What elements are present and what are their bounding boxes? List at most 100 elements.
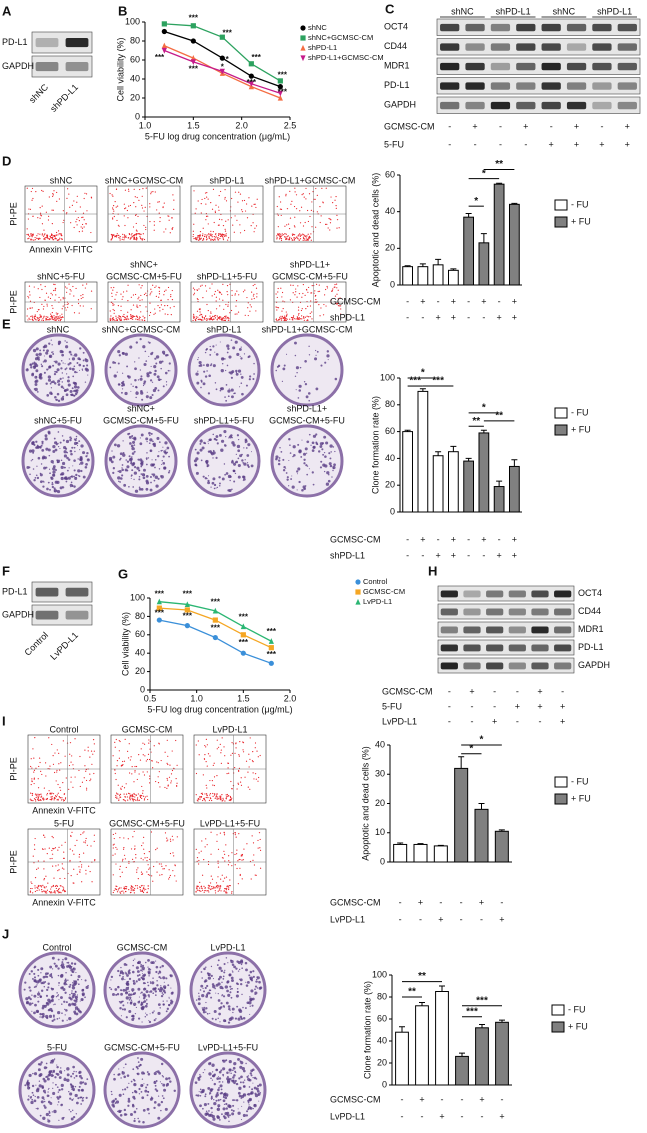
flow-event (298, 318, 300, 320)
flow-event (254, 203, 256, 205)
colony (212, 457, 214, 459)
blot-band (541, 101, 561, 110)
flow-event (69, 753, 71, 755)
significance: ** (495, 159, 503, 170)
colony (206, 348, 209, 351)
flow-event (235, 300, 238, 302)
colony (134, 361, 136, 363)
flow-event (32, 319, 34, 322)
condition-sign: - (550, 121, 553, 131)
colony (143, 380, 147, 383)
colony (207, 475, 210, 477)
flow-event (30, 783, 32, 786)
flow-event (231, 892, 233, 894)
flow-event (148, 742, 150, 744)
flow-event (55, 287, 57, 289)
flow-event (110, 233, 112, 236)
panel-label: I (2, 713, 6, 728)
flow-event (51, 743, 53, 746)
flow-event (139, 759, 142, 761)
flow-event (138, 886, 141, 888)
colony (132, 1095, 136, 1099)
panel-title: shPD-L1+5-FU (194, 415, 254, 425)
colony (65, 367, 68, 369)
flow-event (117, 889, 119, 891)
colony (51, 998, 54, 1001)
colony (242, 1006, 244, 1009)
flow-event (316, 211, 318, 213)
colony (55, 996, 58, 998)
flow-event (205, 203, 207, 205)
flow-event (56, 794, 58, 796)
colony (72, 1115, 76, 1119)
colony (74, 382, 77, 385)
colony (238, 1086, 242, 1090)
flow-event (215, 882, 218, 884)
flow-event (295, 291, 297, 293)
flow-event (301, 234, 303, 236)
colony (47, 1088, 49, 1090)
colony (65, 480, 68, 483)
flow-event (231, 788, 233, 790)
flow-event (336, 214, 338, 216)
flow-event (76, 195, 78, 197)
colony (222, 995, 226, 998)
flow-event (223, 746, 225, 748)
colony (57, 431, 60, 433)
flow-event (135, 765, 138, 768)
colony (255, 978, 258, 981)
flow-event (78, 312, 80, 314)
colony (140, 1090, 143, 1093)
y-tick-label: 30 (375, 769, 385, 779)
flow-event (38, 885, 40, 888)
flow-event (293, 205, 296, 208)
flow-event (201, 234, 204, 237)
colony (74, 353, 78, 357)
colony (162, 462, 166, 465)
flow-event (41, 205, 43, 207)
flow-event (326, 223, 328, 225)
flow-event (34, 876, 37, 879)
flow-event (149, 867, 151, 869)
colony (295, 389, 297, 391)
colony (256, 1089, 260, 1093)
flow-event (157, 762, 159, 764)
colony (42, 1089, 46, 1093)
colony (139, 377, 143, 381)
flow-event (43, 868, 45, 870)
colony (306, 465, 309, 467)
colony (114, 1102, 117, 1104)
flow-event (301, 318, 303, 320)
flow-event (236, 313, 238, 315)
colony (238, 348, 242, 351)
colony (160, 977, 162, 980)
colony (120, 966, 122, 969)
flow-event (201, 315, 203, 317)
blot-band (531, 608, 549, 616)
flow-event (170, 782, 172, 784)
flow-event (85, 869, 87, 871)
colony (36, 391, 39, 393)
flow-event (297, 238, 299, 240)
colony (48, 1111, 51, 1114)
flow-event (280, 239, 283, 241)
flow-event (324, 223, 327, 225)
flow-event (227, 316, 229, 318)
flow-event (199, 796, 201, 798)
condition-sign: + (512, 534, 517, 544)
colony (226, 344, 230, 348)
blot-band (617, 43, 637, 51)
flow-event (90, 290, 93, 292)
flow-event (200, 792, 202, 795)
flow-event (218, 298, 221, 300)
colony (216, 442, 219, 445)
colony (152, 977, 154, 979)
plate (103, 1051, 181, 1129)
colony (80, 461, 84, 465)
flow-event (127, 237, 130, 239)
flow-event (138, 317, 140, 320)
flow-event (206, 787, 208, 789)
colony (70, 353, 73, 356)
flow-event (59, 786, 61, 789)
colony (207, 479, 210, 482)
